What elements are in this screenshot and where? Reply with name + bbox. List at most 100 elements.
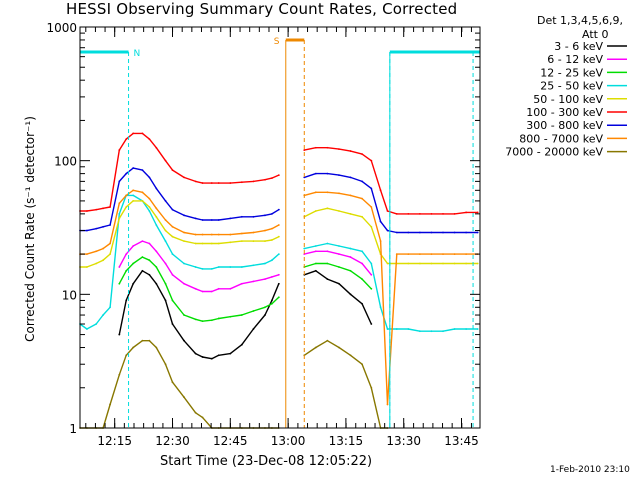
footer-date: 1-Feb-2010 23:10: [550, 465, 630, 475]
series-line-2: [118, 256, 280, 322]
series-point: [240, 282, 243, 285]
series-point: [277, 273, 280, 276]
series-point: [326, 339, 329, 342]
series-point: [303, 247, 306, 250]
series-point: [338, 174, 340, 176]
series-point: [264, 178, 266, 181]
series-line-6: [80, 167, 280, 232]
series-point: [148, 242, 151, 245]
series-point: [164, 229, 167, 232]
series-point: [210, 319, 213, 322]
series-point: [361, 262, 363, 265]
series-point: [155, 266, 158, 268]
series-point: [217, 266, 220, 268]
series-point: [132, 245, 135, 247]
series-point: [442, 330, 444, 333]
series-point: [476, 262, 479, 265]
series-point: [349, 194, 352, 197]
series-point: [118, 180, 121, 183]
series-point: [109, 242, 111, 245]
series-point: [125, 269, 128, 272]
y-tick-label: 1000: [46, 21, 77, 35]
series-point: [171, 323, 174, 325]
series-line-1: [118, 240, 280, 293]
legend-label: 7000 - 20000 keV: [505, 146, 603, 159]
series-point: [132, 200, 135, 202]
series-point: [194, 242, 197, 245]
series-point: [240, 240, 243, 243]
series-point: [264, 278, 266, 281]
series-point: [240, 215, 243, 218]
series-point: [361, 180, 363, 183]
series-point: [118, 266, 121, 268]
series-point: [201, 356, 204, 358]
series-point: [171, 169, 174, 172]
series-line-7: [80, 189, 280, 255]
series-point: [125, 172, 128, 175]
series-point: [95, 250, 98, 253]
series-point: [314, 210, 317, 212]
series-point: [252, 328, 255, 330]
saa-label: S: [274, 37, 280, 47]
y-tick-label: 1: [69, 422, 77, 436]
series-point: [453, 231, 456, 234]
series-point: [442, 253, 444, 255]
series-point: [155, 146, 158, 149]
series-point: [442, 231, 444, 234]
series-point: [164, 262, 167, 265]
series-point: [217, 317, 220, 320]
series-point: [407, 231, 410, 234]
series-line-8: [80, 340, 279, 429]
series-line-5: [304, 146, 478, 215]
series-point: [148, 138, 151, 140]
series-point: [453, 262, 456, 265]
series-point: [155, 207, 158, 210]
series-point: [326, 146, 329, 149]
series-point: [201, 182, 204, 184]
series-point: [171, 235, 174, 238]
series-point: [386, 262, 389, 265]
series-point: [217, 242, 220, 245]
series-point: [171, 208, 174, 211]
series-point: [277, 296, 280, 299]
series-point: [430, 330, 433, 333]
series-point: [386, 229, 389, 232]
series-point: [141, 132, 144, 135]
series-point: [370, 187, 373, 190]
series-point: [252, 310, 255, 312]
x-tick-label: 12:15: [97, 434, 132, 448]
series-point: [271, 302, 273, 305]
series-point: [240, 266, 243, 268]
series-point: [379, 220, 382, 223]
series-point: [240, 232, 243, 235]
series-point: [264, 229, 266, 232]
legend-label: 12 - 25 keV: [540, 66, 603, 79]
series-point: [194, 287, 197, 290]
series-point: [370, 206, 373, 208]
series-point: [465, 262, 468, 265]
series-point: [326, 172, 329, 175]
series-point: [194, 217, 197, 220]
y-tick-label: 100: [54, 155, 77, 169]
series-point: [277, 253, 280, 255]
series-point: [210, 182, 213, 184]
night-label: N: [134, 49, 141, 59]
series-point: [303, 149, 306, 151]
axis-layer: 1 10 100 1000 12:15 12:30 12:45 13:00 13:15 13:30…: [46, 21, 481, 448]
series-point: [164, 219, 167, 221]
series-point: [132, 167, 135, 169]
series-point: [86, 328, 88, 330]
series-point: [155, 250, 158, 253]
x-tick-label: 13:45: [444, 434, 479, 448]
series-point: [314, 250, 317, 253]
series-point: [183, 339, 185, 342]
series-point: [442, 262, 444, 265]
series-point: [194, 411, 197, 414]
series-point: [370, 287, 373, 290]
series-line-6: [304, 172, 478, 234]
series-point: [201, 320, 204, 323]
series-line-3: [304, 242, 478, 332]
series-point: [453, 328, 456, 330]
series-point: [102, 314, 105, 316]
